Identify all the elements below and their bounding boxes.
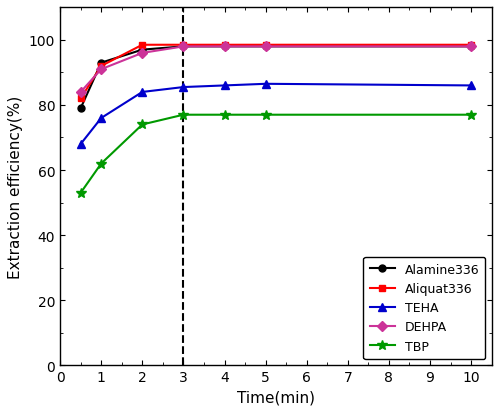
Line: Alamine336: Alamine336 [77, 44, 474, 112]
TBP [98, 161, 104, 166]
TEHA [98, 116, 104, 121]
Alamine336 [180, 45, 186, 50]
Aliquat336 [98, 64, 104, 69]
TBP [222, 113, 228, 118]
DEHPA [222, 45, 228, 50]
TBP [468, 113, 474, 118]
DEHPA [78, 90, 84, 95]
DEHPA [98, 67, 104, 72]
DEHPA [468, 45, 474, 50]
DEHPA [140, 51, 145, 56]
Line: TBP: TBP [76, 111, 476, 198]
Aliquat336 [78, 97, 84, 102]
TBP [78, 191, 84, 196]
TEHA [180, 85, 186, 90]
Alamine336 [468, 45, 474, 50]
Line: TEHA: TEHA [76, 81, 475, 149]
Aliquat336 [262, 43, 268, 48]
TBP [140, 123, 145, 128]
Alamine336 [222, 45, 228, 50]
Aliquat336 [222, 43, 228, 48]
Line: Aliquat336: Aliquat336 [77, 42, 474, 103]
X-axis label: Time(min): Time(min) [237, 390, 315, 405]
Aliquat336 [140, 43, 145, 48]
Line: DEHPA: DEHPA [77, 44, 474, 96]
Alamine336 [140, 48, 145, 53]
TBP [180, 113, 186, 118]
Alamine336 [98, 61, 104, 66]
TEHA [262, 82, 268, 87]
TEHA [78, 142, 84, 147]
Alamine336 [78, 107, 84, 112]
DEHPA [180, 45, 186, 50]
TEHA [222, 84, 228, 89]
TEHA [140, 90, 145, 95]
DEHPA [262, 45, 268, 50]
Alamine336 [262, 45, 268, 50]
TEHA [468, 84, 474, 89]
TBP [262, 113, 268, 118]
Y-axis label: Extraction efficiency(%): Extraction efficiency(%) [8, 95, 24, 278]
Legend: Alamine336, Aliquat336, TEHA, DEHPA, TBP: Alamine336, Aliquat336, TEHA, DEHPA, TBP [364, 257, 486, 359]
Aliquat336 [180, 43, 186, 48]
Aliquat336 [468, 43, 474, 48]
